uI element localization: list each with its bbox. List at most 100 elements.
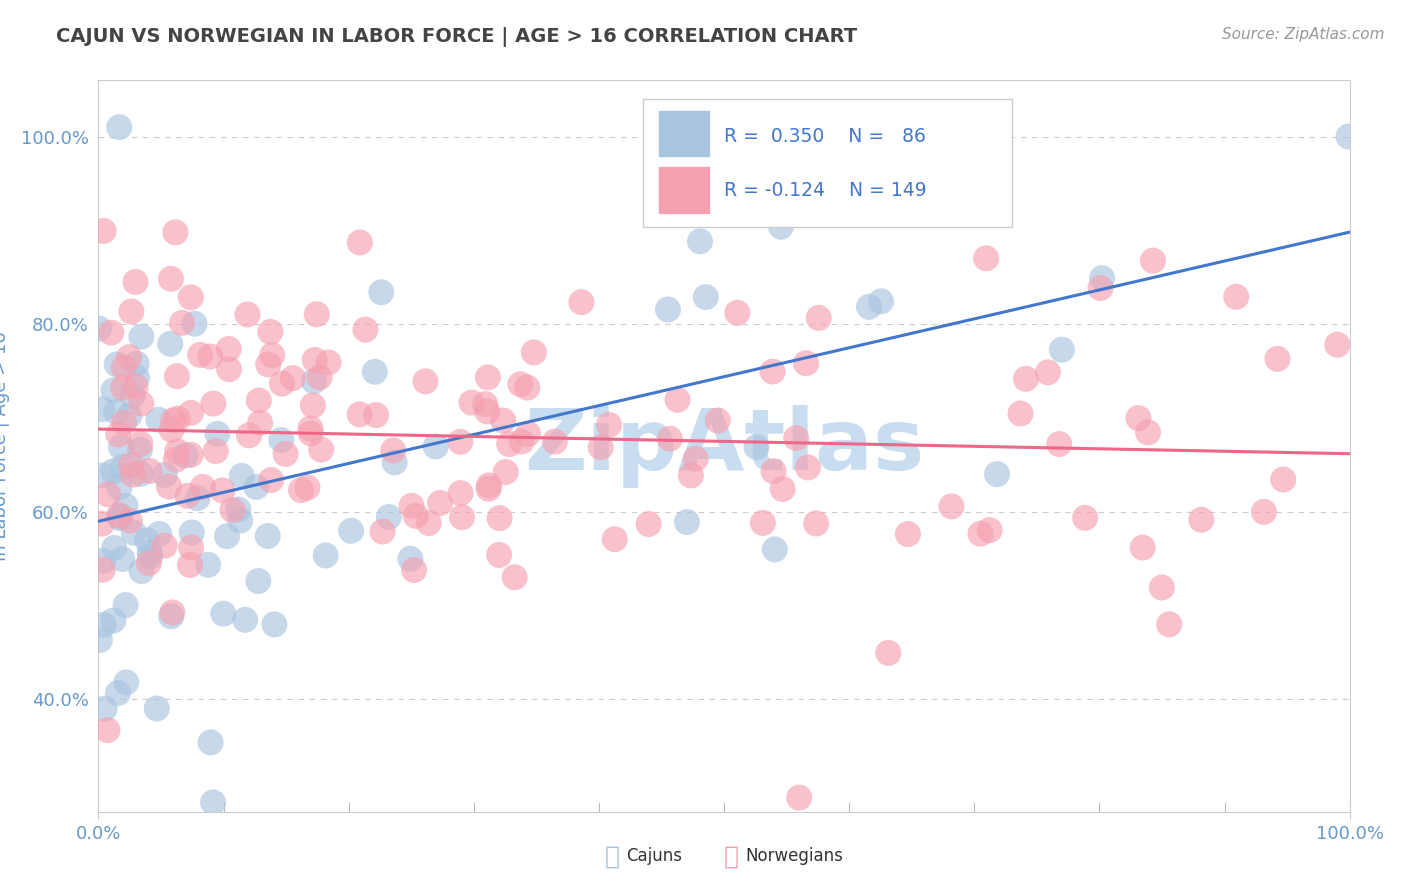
- Point: [1189, 513, 1212, 527]
- Point: [488, 548, 510, 562]
- Point: [112, 416, 135, 430]
- Point: [107, 686, 129, 700]
- Point: [666, 392, 689, 407]
- Point: [129, 467, 152, 481]
- Point: [162, 606, 184, 620]
- Point: [498, 437, 520, 451]
- Point: [176, 489, 198, 503]
- Point: [752, 516, 775, 530]
- Point: [124, 379, 146, 393]
- Point: [270, 433, 292, 447]
- Point: [492, 413, 515, 427]
- Point: [297, 481, 319, 495]
- Point: [263, 617, 285, 632]
- Point: [148, 413, 170, 427]
- Point: [159, 336, 181, 351]
- Point: [121, 389, 143, 403]
- Point: [183, 317, 205, 331]
- Point: [138, 556, 160, 570]
- Point: [97, 487, 120, 501]
- Text: R = -0.124    N = 149: R = -0.124 N = 149: [724, 181, 927, 200]
- Point: [271, 376, 294, 391]
- Point: [157, 479, 180, 493]
- Point: [769, 219, 792, 234]
- Point: [91, 554, 114, 568]
- Point: [979, 523, 1001, 537]
- Point: [399, 551, 422, 566]
- Point: [108, 508, 131, 523]
- Point: [105, 405, 128, 419]
- Point: [118, 350, 141, 364]
- Point: [371, 524, 394, 539]
- Point: [969, 526, 991, 541]
- Point: [188, 348, 211, 362]
- Point: [103, 541, 125, 555]
- Point: [207, 426, 229, 441]
- Point: [510, 434, 533, 449]
- Point: [787, 790, 810, 805]
- Point: [304, 353, 326, 368]
- Point: [211, 483, 233, 498]
- Point: [405, 508, 427, 523]
- Point: [108, 511, 131, 525]
- Point: [354, 323, 377, 337]
- Point: [107, 427, 129, 442]
- Point: [384, 455, 406, 469]
- Point: [1015, 372, 1038, 386]
- Point: [112, 360, 135, 375]
- Point: [1047, 437, 1070, 451]
- Point: [120, 458, 142, 473]
- Point: [1074, 511, 1097, 525]
- Point: [179, 558, 201, 572]
- Point: [166, 369, 188, 384]
- Point: [146, 701, 169, 715]
- Point: [212, 607, 235, 621]
- Point: [382, 443, 405, 458]
- Point: [772, 482, 794, 496]
- Point: [571, 295, 593, 310]
- Point: [218, 362, 240, 376]
- Point: [1253, 505, 1275, 519]
- Point: [299, 421, 322, 435]
- Point: [637, 517, 659, 532]
- Point: [105, 358, 128, 372]
- Point: [488, 511, 510, 525]
- Point: [418, 516, 440, 530]
- Point: [1091, 271, 1114, 285]
- Point: [858, 300, 880, 314]
- Point: [1050, 343, 1073, 357]
- Point: [745, 440, 768, 454]
- Point: [725, 306, 748, 320]
- Point: [91, 563, 114, 577]
- Point: [598, 417, 620, 432]
- Point: [429, 496, 451, 510]
- Point: [603, 533, 626, 547]
- Point: [112, 381, 135, 395]
- Point: [96, 723, 118, 738]
- Text: ⬜: ⬜: [605, 845, 620, 869]
- Point: [100, 326, 122, 340]
- Point: [415, 375, 437, 389]
- Point: [941, 500, 963, 514]
- Point: [364, 365, 387, 379]
- Point: [127, 371, 149, 385]
- Point: [160, 609, 183, 624]
- Point: [256, 529, 278, 543]
- Point: [302, 374, 325, 388]
- Point: [90, 516, 112, 531]
- Point: [1326, 337, 1348, 351]
- Point: [378, 510, 401, 524]
- Point: [165, 452, 187, 467]
- Point: [114, 499, 136, 513]
- Point: [186, 491, 208, 506]
- Point: [425, 440, 447, 454]
- Point: [364, 408, 387, 422]
- Point: [349, 235, 371, 250]
- Point: [110, 440, 132, 454]
- Point: [249, 416, 271, 430]
- Point: [165, 226, 187, 240]
- Point: [676, 515, 699, 529]
- Text: R =  0.350    N =   86: R = 0.350 N = 86: [724, 128, 927, 146]
- Point: [91, 402, 114, 417]
- Point: [1272, 473, 1295, 487]
